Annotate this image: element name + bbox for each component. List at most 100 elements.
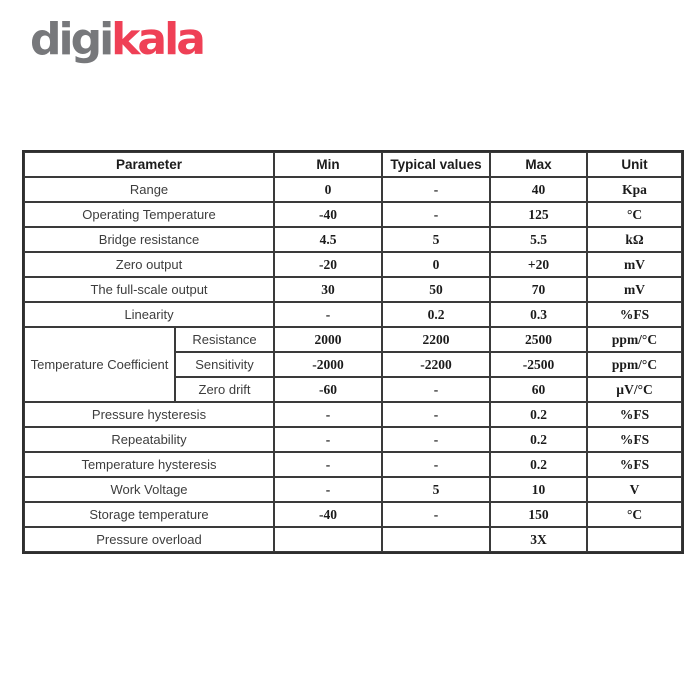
unit-cell: mV: [587, 252, 683, 277]
min-value-cell: -40: [274, 502, 383, 527]
table-row-temp-coeff-resistance: Temperature Coefficient Resistance 2000 …: [24, 327, 683, 402]
min-value-cell: 4.5: [274, 227, 383, 252]
max-value-cell: 0.2: [490, 427, 588, 452]
subparameter-cell: Resistance: [175, 327, 275, 352]
table-row-storage-temperature: Storage temperature -40 - 150 °C: [24, 502, 683, 527]
unit-cell: %FS: [587, 302, 683, 327]
table-row-temperature-hysteresis: Temperature hysteresis - - 0.2 %FS: [24, 452, 683, 477]
max-value-cell: 5.5: [490, 227, 588, 252]
parameter-cell: Work Voltage: [24, 477, 275, 502]
max-value-cell: -2500: [490, 352, 588, 377]
unit-cell: ppm/°C: [587, 327, 683, 352]
typical-value-cell: -: [382, 177, 491, 202]
unit-cell: [587, 527, 683, 552]
unit-cell: mV: [587, 277, 683, 302]
typical-value-cell: 5: [382, 477, 491, 502]
max-value-cell: 60: [490, 377, 588, 402]
parameter-cell: Pressure hysteresis: [24, 402, 275, 427]
header-min: Min: [274, 152, 383, 177]
min-value-cell: -60: [274, 377, 383, 402]
min-value-cell: [274, 527, 383, 552]
parameter-cell: Temperature hysteresis: [24, 452, 275, 477]
unit-cell: %FS: [587, 452, 683, 477]
min-value-cell: 0: [274, 177, 383, 202]
parameter-cell: Operating Temperature: [24, 202, 275, 227]
unit-cell: ppm/°C: [587, 352, 683, 377]
subparameter-cell: Sensitivity: [175, 352, 275, 377]
parameter-cell: Range: [24, 177, 275, 202]
typical-value-cell: [382, 527, 491, 552]
unit-cell: °C: [587, 502, 683, 527]
typical-value-cell: -2200: [382, 352, 491, 377]
typical-value-cell: 2200: [382, 327, 491, 352]
max-value-cell: 0.2: [490, 452, 588, 477]
typical-value-cell: 50: [382, 277, 491, 302]
logo-text-kala: kala: [111, 14, 206, 65]
table-row-pressure-overload: Pressure overload 3X: [24, 527, 683, 552]
parameter-cell: Zero output: [24, 252, 275, 277]
min-value-cell: 30: [274, 277, 383, 302]
header-unit: Unit: [587, 152, 683, 177]
typical-value-cell: 0: [382, 252, 491, 277]
min-value-cell: -40: [274, 202, 383, 227]
parameter-cell: Linearity: [24, 302, 275, 327]
table-row-range: Range 0 - 40 Kpa: [24, 177, 683, 202]
min-value-cell: -: [274, 402, 383, 427]
specification-table: Parameter Min Typical values Max Unit Ra…: [22, 150, 685, 554]
unit-cell: kΩ: [587, 227, 683, 252]
header-typical-values: Typical values: [382, 152, 491, 177]
table-row-bridge-resistance: Bridge resistance 4.5 5 5.5 kΩ: [24, 227, 683, 252]
group-label-cell: Temperature Coefficient: [24, 327, 175, 402]
max-value-cell: 2500: [490, 327, 588, 352]
max-value-cell: 0.2: [490, 402, 588, 427]
max-value-cell: +20: [490, 252, 588, 277]
unit-cell: %FS: [587, 402, 683, 427]
digikala-logo: digikala: [30, 14, 206, 65]
header-max: Max: [490, 152, 588, 177]
table-row-full-scale-output: The full-scale output 30 50 70 mV: [24, 277, 683, 302]
header-parameter: Parameter: [24, 152, 275, 177]
max-value-cell: 150: [490, 502, 588, 527]
min-value-cell: -20: [274, 252, 383, 277]
table-row-operating-temperature: Operating Temperature -40 - 125 °C: [24, 202, 683, 227]
typical-value-cell: -: [382, 402, 491, 427]
max-value-cell: 70: [490, 277, 588, 302]
unit-cell: V: [587, 477, 683, 502]
max-value-cell: 10: [490, 477, 588, 502]
typical-value-cell: -: [382, 452, 491, 477]
unit-cell: µV/°C: [587, 377, 683, 402]
table-row-pressure-hysteresis: Pressure hysteresis - - 0.2 %FS: [24, 402, 683, 427]
max-value-cell: 40: [490, 177, 588, 202]
header-row: Parameter Min Typical values Max Unit: [24, 152, 683, 177]
parameter-cell: Bridge resistance: [24, 227, 275, 252]
min-value-cell: -: [274, 452, 383, 477]
min-value-cell: -: [274, 427, 383, 452]
typical-value-cell: -: [382, 502, 491, 527]
typical-value-cell: -: [382, 427, 491, 452]
unit-cell: °C: [587, 202, 683, 227]
table-row-temp-coeff-sensitivity: Sensitivity -2000 -2200 -2500 ppm/°C: [24, 352, 683, 377]
parameter-cell: Pressure overload: [24, 527, 275, 552]
table-row-work-voltage: Work Voltage - 5 10 V: [24, 477, 683, 502]
logo-text-digi: digi: [30, 14, 114, 65]
max-value-cell: 3X: [490, 527, 588, 552]
unit-cell: %FS: [587, 427, 683, 452]
subparameter-cell: Zero drift: [175, 377, 275, 402]
table-row-repeatability: Repeatability - - 0.2 %FS: [24, 427, 683, 452]
table-row-temp-coeff-zero-drift: Zero drift -60 - 60 µV/°C: [24, 377, 683, 402]
typical-value-cell: 0.2: [382, 302, 491, 327]
min-value-cell: -: [274, 477, 383, 502]
typical-value-cell: 5: [382, 227, 491, 252]
min-value-cell: -: [274, 302, 383, 327]
max-value-cell: 125: [490, 202, 588, 227]
typical-value-cell: -: [382, 202, 491, 227]
min-value-cell: -2000: [274, 352, 383, 377]
table-row-linearity: Linearity - 0.2 0.3 %FS: [24, 302, 683, 327]
max-value-cell: 0.3: [490, 302, 588, 327]
unit-cell: Kpa: [587, 177, 683, 202]
typical-value-cell: -: [382, 377, 491, 402]
parameter-cell: Repeatability: [24, 427, 275, 452]
parameter-cell: The full-scale output: [24, 277, 275, 302]
min-value-cell: 2000: [274, 327, 383, 352]
